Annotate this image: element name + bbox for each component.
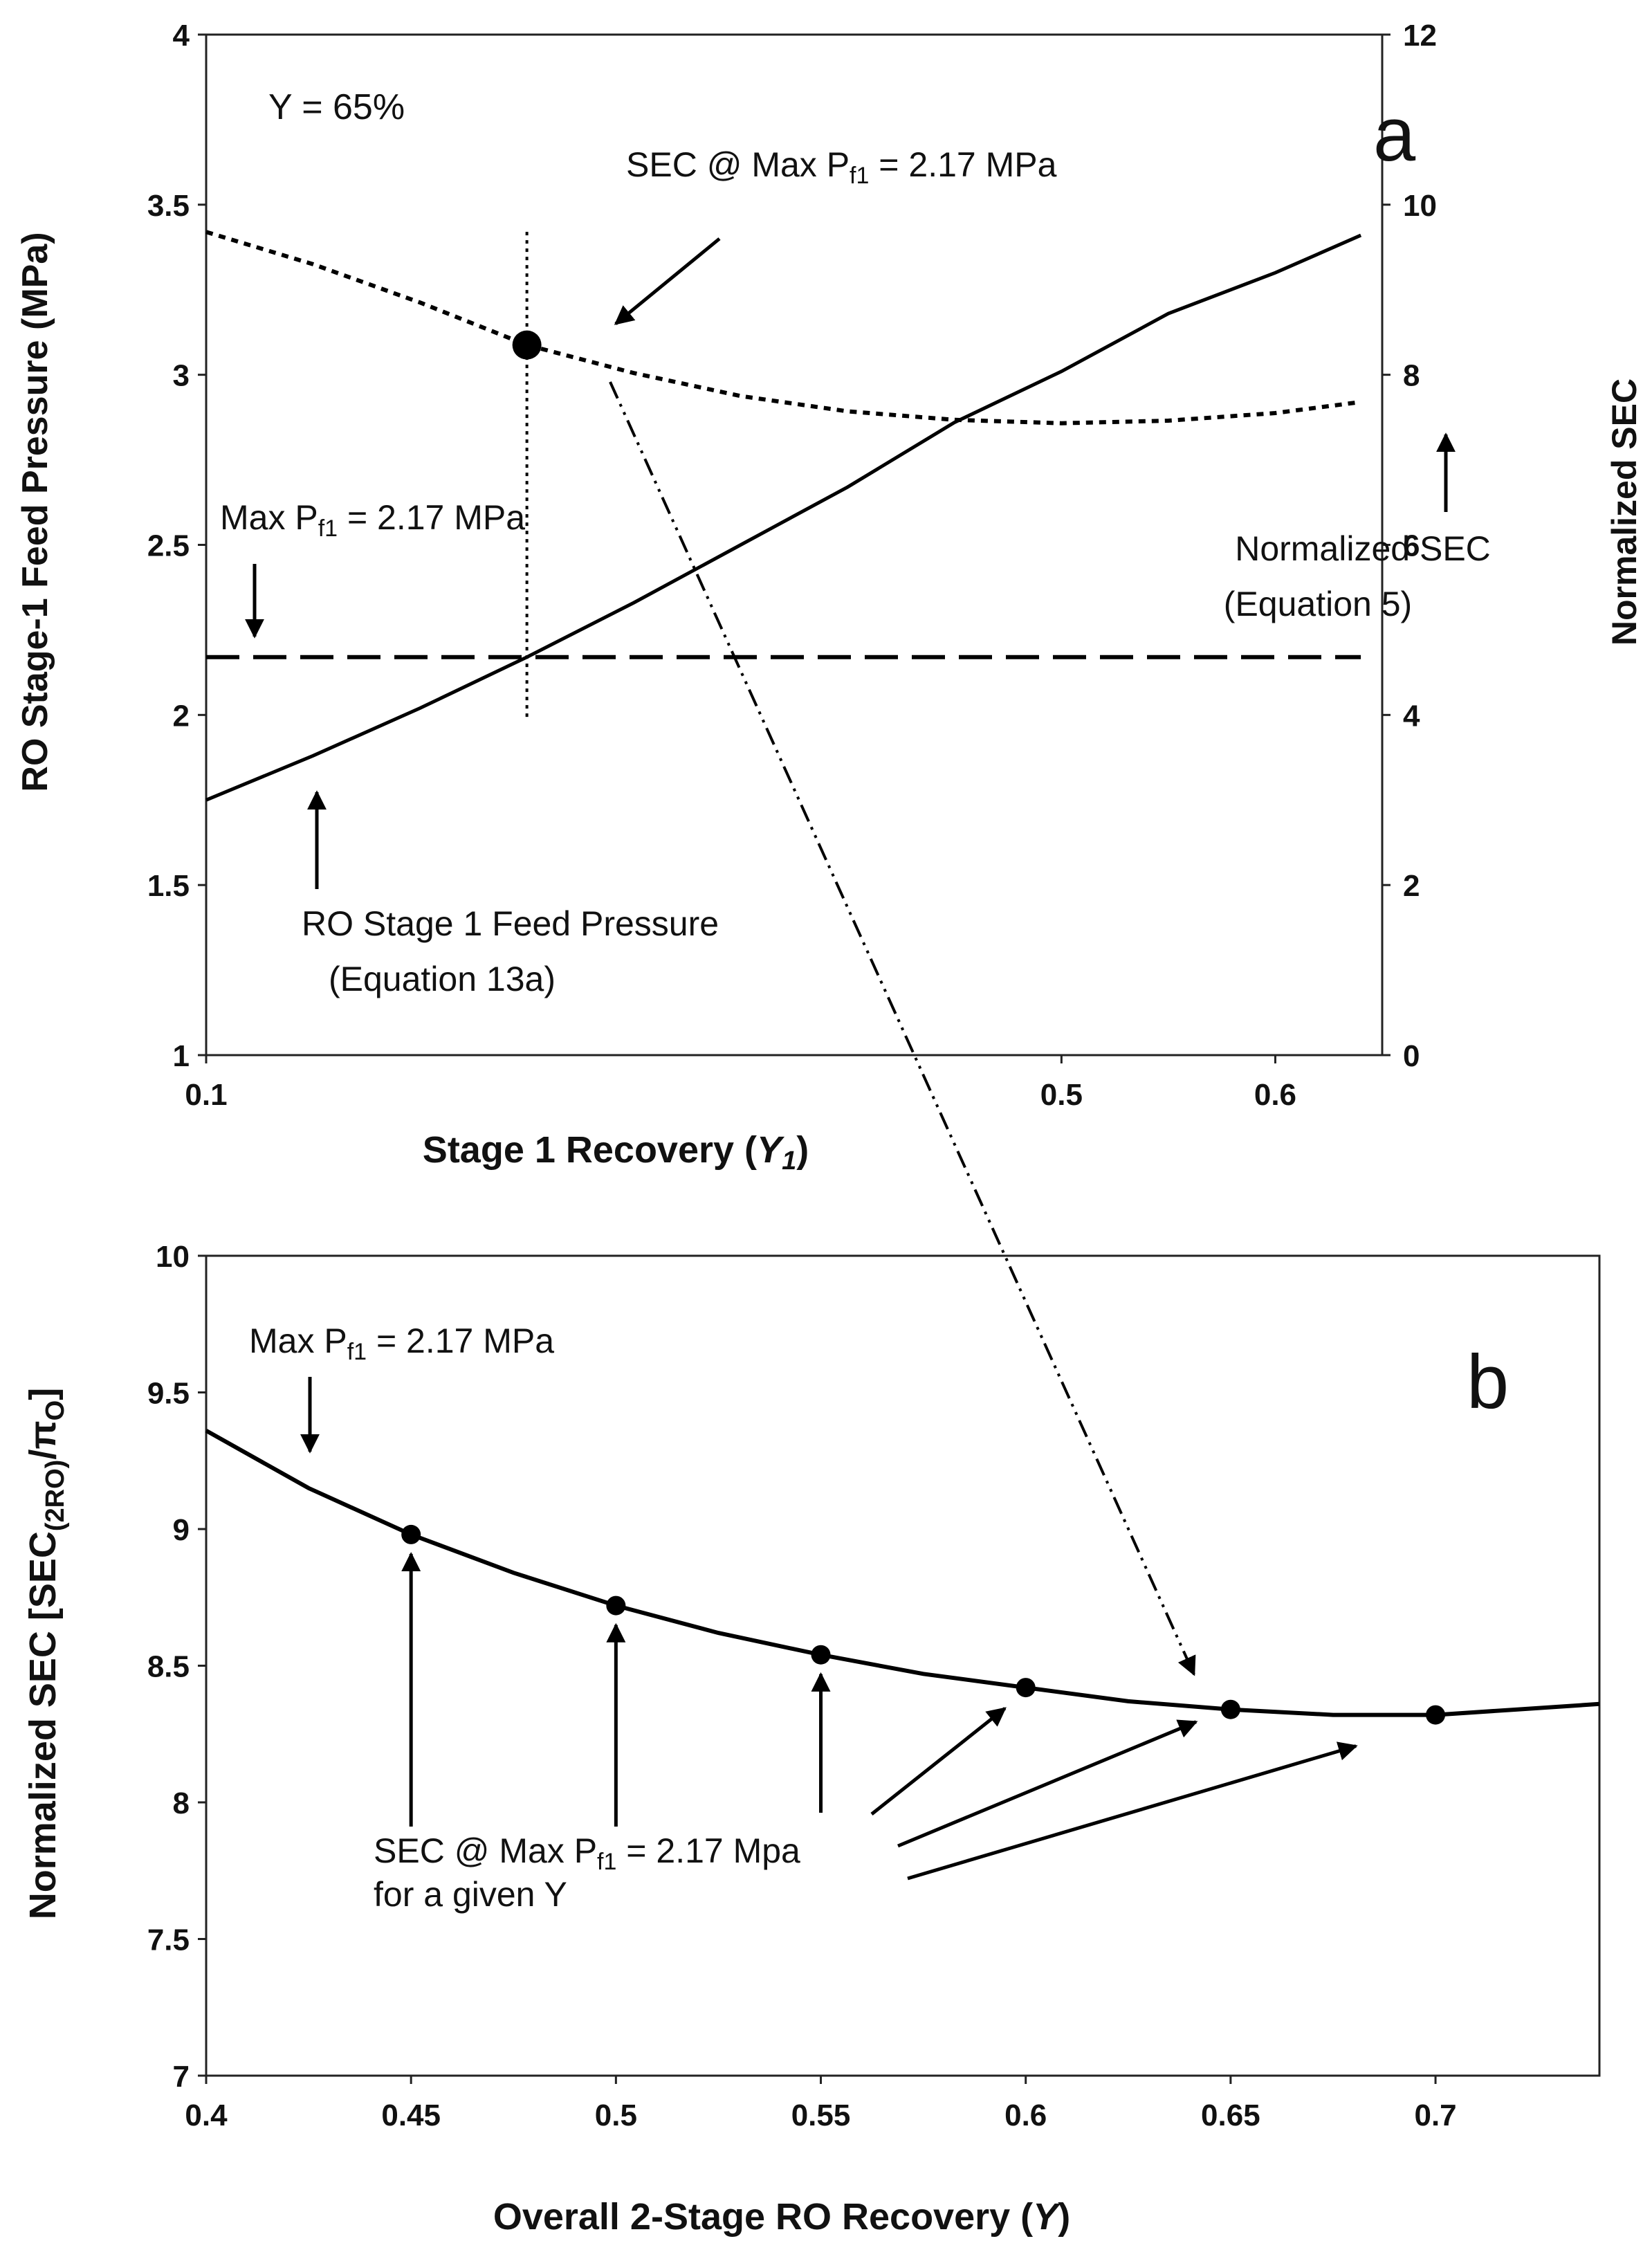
panel-a-y-tick-label: 2	[173, 699, 190, 733]
panel-b-y-ticks: 7 7.5 8 8.5 9 9.5 10	[147, 1240, 206, 2094]
panel-a-normalized-sec-equation: (Equation 5)	[1224, 585, 1412, 623]
panel-a-series	[205, 230, 1362, 802]
panel-a-y2-ticks: 0 2 4 6 8 10 12	[1382, 19, 1437, 1073]
panel-a-letter: a	[1373, 92, 1416, 177]
panel-b-maxp-annotation: Max Pf1 = 2.17 MPa	[249, 1321, 554, 1365]
panel-b-y-tick-label: 9.5	[147, 1377, 190, 1411]
panel-a-y2-axis-title: Normalized SEC	[1605, 378, 1644, 646]
panel-b-plot-area	[205, 1254, 1601, 2077]
panel-a-y2-tick-label: 0	[1403, 1039, 1420, 1073]
panel-b-x-tick-label: 0.65	[1201, 2098, 1260, 2132]
panel-b-y-tick-label: 10	[156, 1240, 190, 1274]
panel-a-y2-tick-label: 8	[1403, 359, 1420, 393]
panel-b-sec-annotation-line1: SEC @ Max Pf1 = 2.17 Mpa	[374, 1831, 800, 1875]
panel-b-y-tick-label: 7	[173, 2060, 190, 2094]
panel-a-y2-tick-label: 6	[1403, 529, 1420, 563]
panel-b-sec-curve	[205, 1429, 1600, 1717]
panel-a-x-tick-label: 0.6	[1254, 1078, 1296, 1112]
panel-b-letter: b	[1467, 1339, 1509, 1425]
panel-a-normalized-sec-line	[205, 230, 1361, 426]
panel-b-point-arrow	[897, 1719, 1198, 1848]
panel-b-x-ticks: 0.4 0.45 0.5 0.55 0.6 0.65 0.7	[185, 2076, 1457, 2132]
panel-b-sec-point	[1220, 1699, 1240, 1719]
panel-b-x-tick-label: 0.7	[1414, 2098, 1456, 2132]
panel-a-y-tick-label: 4	[173, 19, 190, 53]
panel-a-y-tick-label: 3	[173, 359, 190, 393]
panel-connector-arrow	[609, 381, 1196, 1676]
panel-a-sec-marker	[512, 330, 542, 360]
panel-a-feed-pressure-equation: (Equation 13a)	[329, 960, 556, 998]
panel-b-sec-point	[1016, 1678, 1036, 1698]
panel-b-sec-point	[811, 1645, 831, 1665]
panel-a-feed-pressure-line	[205, 233, 1362, 802]
panel-a-y-tick-label: 3.5	[147, 189, 190, 223]
panel-a-y-ticks: 1 1.5 2 2.5 3 3.5 4	[147, 19, 206, 1073]
panel-a-normalized-sec-label: Normalized SEC	[1235, 529, 1491, 568]
panel-b-y-tick-label: 9	[173, 1513, 190, 1547]
panel-b-y-axis-title: Normalized SEC [SEC(2RO)/πO]	[22, 1388, 70, 1919]
panel-b-series	[205, 1429, 1600, 1725]
panel-a-x-axis-title: Stage 1 Recovery (Y1)	[423, 1129, 809, 1176]
panel-a-x-ticks: 0.1 0.5 0.6	[185, 1055, 1296, 1112]
panel-b-x-axis-title: Overall 2-Stage RO Recovery (Y)	[493, 2196, 1070, 2238]
panel-b-x-tick-label: 0.6	[1004, 2098, 1047, 2132]
panel-a-plot-area	[205, 33, 1384, 1057]
panel-a-y-value-text: Y = 65%	[268, 87, 405, 127]
panel-a-y2-tick-label: 12	[1403, 19, 1437, 53]
panel-b: 77.588.599.510 0.4 0.45 0.5 0.55 0.6 0.65 0.7 …	[22, 1240, 1601, 2238]
panel-b-y-tick-label: 8	[173, 1786, 190, 1820]
panel-b-x-tick-label: 0.45	[381, 2098, 441, 2132]
panel-b-sec-point	[1426, 1705, 1446, 1725]
panel-a-x-tick-label: 0.1	[185, 1078, 227, 1112]
panel-b-y-tick-label: 8.5	[147, 1650, 190, 1684]
panel-b-point-arrow	[870, 1707, 1007, 1816]
panel-b-x-tick-label: 0.55	[791, 2098, 851, 2132]
panel-b-point-arrows	[401, 1552, 1358, 1881]
panel-a-y-tick-label: 1	[173, 1039, 190, 1073]
panel-b-y-tick-label: 7.5	[147, 1923, 190, 1957]
panel-a-y2-tick-label: 4	[1403, 699, 1420, 733]
panel-a-maxp-annotation: Max Pf1 = 2.17 MPa	[220, 498, 525, 542]
panel-a-sec-arrow	[614, 237, 721, 325]
panel-a-feed-pressure-label: RO Stage 1 Feed Pressure	[302, 904, 719, 943]
panel-b-x-tick-label: 0.5	[595, 2098, 637, 2132]
panel-a-y-axis-title: RO Stage-1 Feed Pressure (MPa)	[15, 232, 55, 792]
panel-b-sec-annotation-line2: for a given Y	[374, 1875, 567, 1914]
panel-a-y2-tick-label: 2	[1403, 869, 1420, 903]
panel-a-y-tick-label: 2.5	[147, 529, 190, 563]
panel-a-x-tick-label: 0.5	[1040, 1078, 1083, 1112]
panel-a: 1 1.5 2 2.5 3 3.5 4 0 2 4 6 8 10 12 0.1 0.5 0.6 RO Sta…	[15, 19, 1644, 1176]
panel-b-point-arrow	[907, 1741, 1358, 1881]
panel-b-x-tick-label: 0.4	[185, 2098, 228, 2132]
panel-b-sec-point	[401, 1524, 421, 1544]
panel-a-y2-tick-label: 10	[1403, 189, 1437, 223]
panel-a-y-tick-label: 1.5	[147, 869, 190, 903]
panel-a-sec-max-annotation: SEC @ Max Pf1 = 2.17 MPa	[626, 145, 1057, 189]
panel-b-sec-point	[606, 1595, 626, 1616]
